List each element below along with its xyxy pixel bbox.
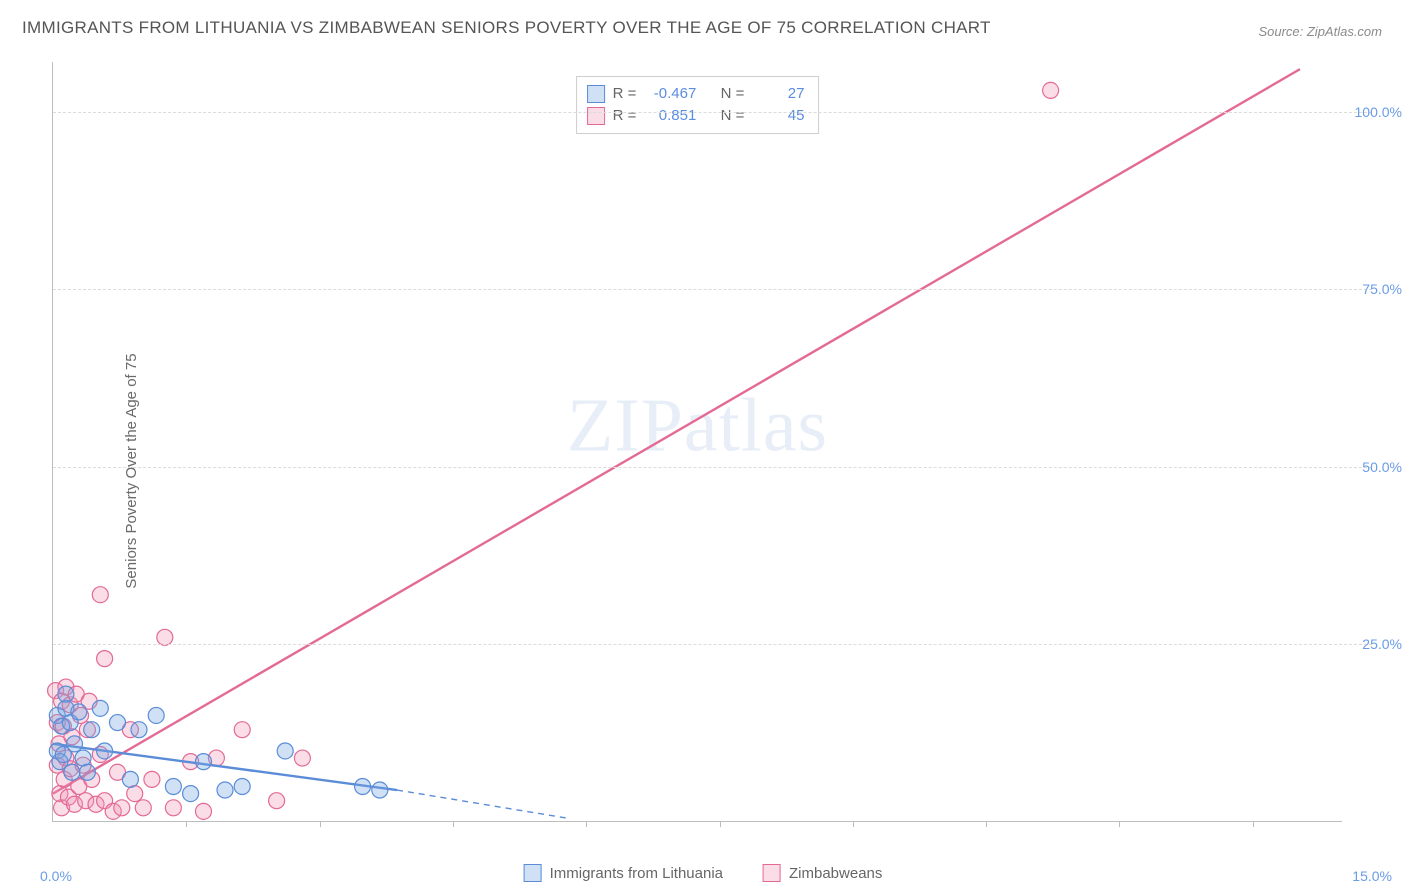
data-point — [157, 629, 173, 645]
x-tick — [186, 821, 187, 827]
data-point — [234, 778, 250, 794]
data-point — [277, 743, 293, 759]
data-point — [97, 651, 113, 667]
x-tick — [320, 821, 321, 827]
data-point — [75, 750, 91, 766]
stat-R-value: 0.851 — [644, 105, 696, 127]
gridline — [53, 467, 1372, 468]
x-axis-last-label: 15.0% — [1352, 868, 1392, 884]
legend-label: Immigrants from Lithuania — [550, 865, 723, 882]
data-point — [64, 764, 80, 780]
data-point — [294, 750, 310, 766]
data-point — [58, 686, 74, 702]
data-point — [122, 771, 138, 787]
legend-swatch — [587, 85, 605, 103]
data-point — [135, 800, 151, 816]
data-point — [196, 754, 212, 770]
stat-N-label: N = — [721, 105, 745, 127]
data-point — [84, 722, 100, 738]
legend-swatch — [587, 107, 605, 125]
regression-line-dashed — [397, 790, 569, 818]
x-tick — [453, 821, 454, 827]
plot-area: ZIPatlas R = -0.467 N = 27R = 0.851 N = 45 2… — [52, 62, 1342, 822]
regression-line — [53, 69, 1300, 793]
chart-container: Seniors Poverty Over the Age of 75 ZIPat… — [0, 50, 1406, 892]
data-point — [131, 722, 147, 738]
watermark-light: atlas — [684, 384, 828, 468]
stat-N-value: 45 — [752, 105, 804, 127]
data-point — [92, 587, 108, 603]
data-point — [114, 800, 130, 816]
legend-item: Zimbabweans — [763, 864, 882, 882]
legend-swatch — [524, 864, 542, 882]
y-tick-label: 100.0% — [1348, 104, 1402, 120]
watermark-bold: ZIP — [567, 384, 684, 468]
x-tick — [986, 821, 987, 827]
data-point — [148, 707, 164, 723]
y-tick-label: 50.0% — [1348, 459, 1402, 475]
x-tick — [1253, 821, 1254, 827]
plot-svg — [53, 62, 353, 212]
legend-item: Immigrants from Lithuania — [524, 864, 723, 882]
data-point — [234, 722, 250, 738]
data-point — [372, 782, 388, 798]
source-attribution: Source: ZipAtlas.com — [1258, 24, 1382, 39]
source-link[interactable]: ZipAtlas.com — [1307, 24, 1382, 39]
gridline — [53, 289, 1372, 290]
stats-row: R = 0.851 N = 45 — [587, 105, 805, 127]
data-point — [127, 786, 143, 802]
y-tick-label: 25.0% — [1348, 636, 1402, 652]
data-point — [269, 793, 285, 809]
stat-R-value: -0.467 — [644, 83, 696, 105]
y-tick-label: 75.0% — [1348, 281, 1402, 297]
bottom-legend: Immigrants from Lithuania Zimbabweans — [524, 864, 883, 882]
data-point — [92, 700, 108, 716]
data-point — [1043, 82, 1059, 98]
stats-legend-box: R = -0.467 N = 27 R = 0.851 N = 45 — [576, 76, 820, 134]
gridline — [53, 644, 1372, 645]
source-prefix: Source: — [1258, 24, 1306, 39]
data-point — [79, 764, 95, 780]
data-point — [110, 715, 126, 731]
legend-swatch — [763, 864, 781, 882]
x-tick — [1119, 821, 1120, 827]
stat-N-value: 27 — [752, 83, 804, 105]
data-point — [71, 704, 87, 720]
stat-R-label: R = — [613, 83, 637, 105]
chart-title: IMMIGRANTS FROM LITHUANIA VS ZIMBABWEAN … — [22, 18, 991, 38]
data-point — [67, 736, 83, 752]
data-point — [165, 778, 181, 794]
data-point — [183, 786, 199, 802]
data-point — [355, 778, 371, 794]
data-point — [97, 743, 113, 759]
x-axis-origin-label: 0.0% — [40, 868, 72, 884]
x-tick — [853, 821, 854, 827]
stats-row: R = -0.467 N = 27 — [587, 83, 805, 105]
data-point — [217, 782, 233, 798]
stat-R-label: R = — [613, 105, 637, 127]
stat-N-label: N = — [721, 83, 745, 105]
data-point — [196, 803, 212, 819]
watermark: ZIPatlas — [567, 383, 828, 470]
x-tick — [586, 821, 587, 827]
x-tick — [720, 821, 721, 827]
gridline — [53, 112, 1372, 113]
data-point — [165, 800, 181, 816]
data-point — [144, 771, 160, 787]
legend-label: Zimbabweans — [789, 865, 882, 882]
